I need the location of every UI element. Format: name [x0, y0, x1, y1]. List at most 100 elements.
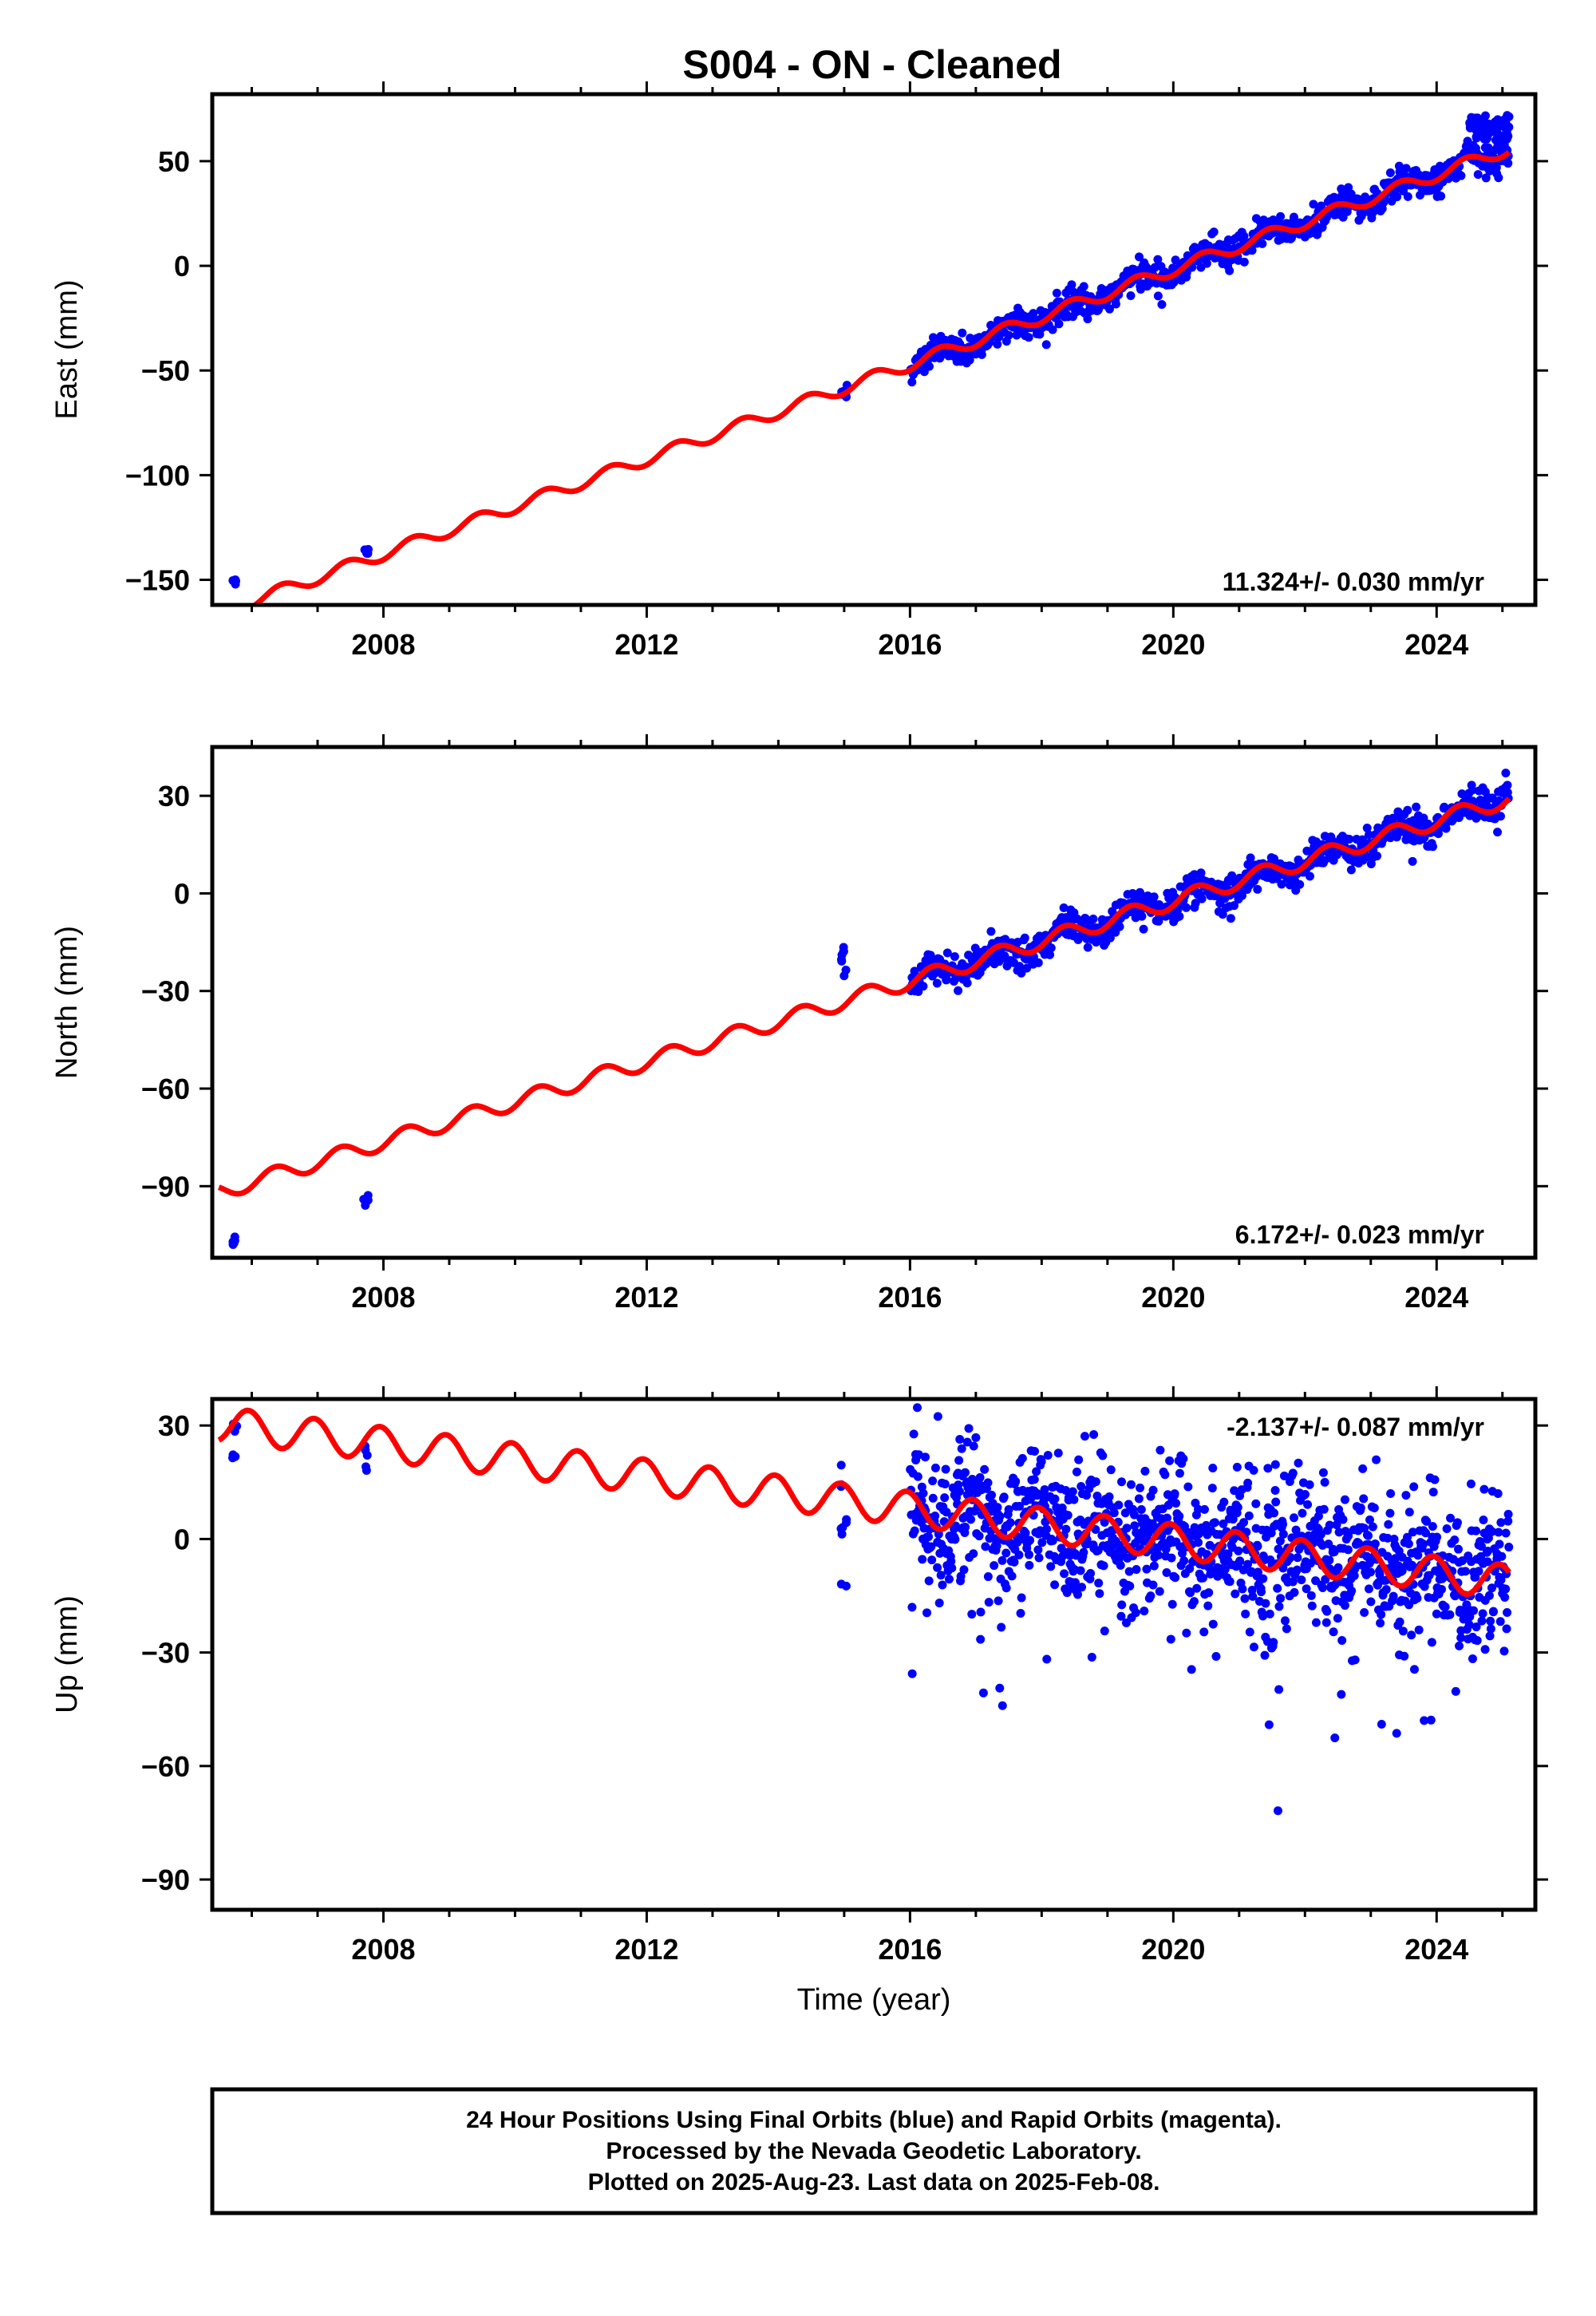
data-point [1095, 1589, 1104, 1599]
y-axis-label: North (mm) [50, 926, 84, 1079]
y-tick-label: 0 [174, 1523, 190, 1555]
data-point [1476, 1542, 1486, 1551]
footer-box: 24 Hour Positions Using Final Orbits (bl… [210, 2087, 1538, 2215]
data-point [1474, 1567, 1483, 1576]
data-point [1050, 1494, 1060, 1504]
y-tick-label: −100 [125, 459, 190, 492]
data-point [1100, 1626, 1109, 1636]
data-point [1403, 805, 1412, 815]
y-tick-label: 50 [158, 145, 190, 178]
data-point [975, 1472, 985, 1482]
data-point [1334, 1528, 1344, 1537]
data-point [836, 1460, 846, 1470]
data-point [1366, 1597, 1376, 1607]
data-point [1295, 879, 1305, 889]
data-point [1428, 842, 1438, 852]
data-point [1035, 1526, 1045, 1535]
data-point [1072, 1467, 1081, 1476]
data-point [1478, 124, 1487, 134]
x-axis-label: Time (year) [797, 1983, 951, 2017]
data-point [986, 927, 996, 936]
x-tick-label: 2012 [614, 1933, 678, 1966]
data-point [1050, 1580, 1060, 1590]
data-point [974, 1531, 984, 1541]
data-point [998, 1701, 1007, 1710]
data-point [1073, 1590, 1083, 1599]
data-point [1404, 1508, 1414, 1517]
data-point [1182, 1628, 1191, 1638]
data-point [1389, 1591, 1398, 1601]
data-point [926, 340, 935, 350]
data-point [1325, 1520, 1334, 1530]
data-point [1288, 1577, 1298, 1587]
data-point [1083, 943, 1092, 952]
data-point [1029, 1475, 1039, 1484]
data-point [1208, 1463, 1218, 1472]
data-point [231, 576, 240, 586]
data-point [1495, 1539, 1504, 1549]
data-point [1230, 1486, 1239, 1496]
data-point [1493, 828, 1503, 837]
data-point [1469, 1606, 1479, 1615]
data-point [1381, 1585, 1391, 1595]
data-point [1029, 309, 1038, 318]
data-point [1046, 1562, 1056, 1571]
up-panel: 2008 2012 2016 2020 2024 −90 −60 −30 0 30 Up (mm) T… [50, 1386, 1548, 2017]
model-line [217, 1407, 1511, 1597]
data-point [909, 1429, 918, 1439]
data-point [1479, 1484, 1489, 1494]
data-point [1170, 1489, 1179, 1499]
data-point [1243, 1478, 1253, 1488]
x-tick-label: 2016 [878, 628, 942, 661]
data-point [1277, 879, 1286, 889]
data-point [1480, 117, 1490, 127]
data-point [1253, 1542, 1262, 1551]
data-point [1181, 903, 1191, 912]
data-point [1486, 1616, 1495, 1626]
data-point [1349, 1571, 1359, 1580]
data-point [1480, 111, 1490, 121]
y-tick-label: −90 [141, 1170, 190, 1203]
data-point [950, 952, 959, 962]
data-point [1186, 1588, 1195, 1598]
data-point [1501, 769, 1511, 778]
y-tick-label: −30 [141, 1637, 190, 1670]
data-point [1271, 1497, 1281, 1507]
data-point [1067, 280, 1077, 290]
data-point [1280, 1616, 1290, 1626]
data-point [1408, 856, 1417, 866]
data-point [1179, 1454, 1188, 1464]
data-point [959, 1565, 969, 1575]
data-point [1501, 1528, 1511, 1538]
data-point [1015, 962, 1025, 971]
data-point [1385, 168, 1395, 177]
data-point [933, 1412, 942, 1421]
data-point [1504, 1543, 1514, 1552]
data-point [1306, 1559, 1315, 1568]
data-point [962, 1437, 972, 1447]
data-point [1009, 1557, 1019, 1567]
data-point [1437, 1584, 1447, 1594]
data-point [1487, 1583, 1496, 1593]
data-point [1116, 1611, 1126, 1621]
data-point [363, 544, 373, 554]
data-point [1395, 1617, 1404, 1626]
data-point [1046, 943, 1056, 953]
data-point [1080, 1432, 1089, 1441]
data-point [999, 1492, 1009, 1502]
data-point [1496, 1518, 1506, 1528]
data-point [362, 1451, 372, 1460]
data-point [1171, 1499, 1181, 1508]
data-point [1497, 1551, 1507, 1561]
data-point [1424, 1571, 1434, 1580]
data-point [1024, 1550, 1033, 1559]
data-point [976, 1634, 986, 1644]
data-point [1488, 1607, 1498, 1617]
data-point [1106, 1465, 1116, 1475]
data-point [1029, 1447, 1039, 1456]
data-point [1162, 1567, 1171, 1577]
data-point [928, 1476, 938, 1486]
data-point [954, 1487, 964, 1496]
data-point [1450, 1535, 1460, 1545]
data-point [1040, 1484, 1049, 1494]
